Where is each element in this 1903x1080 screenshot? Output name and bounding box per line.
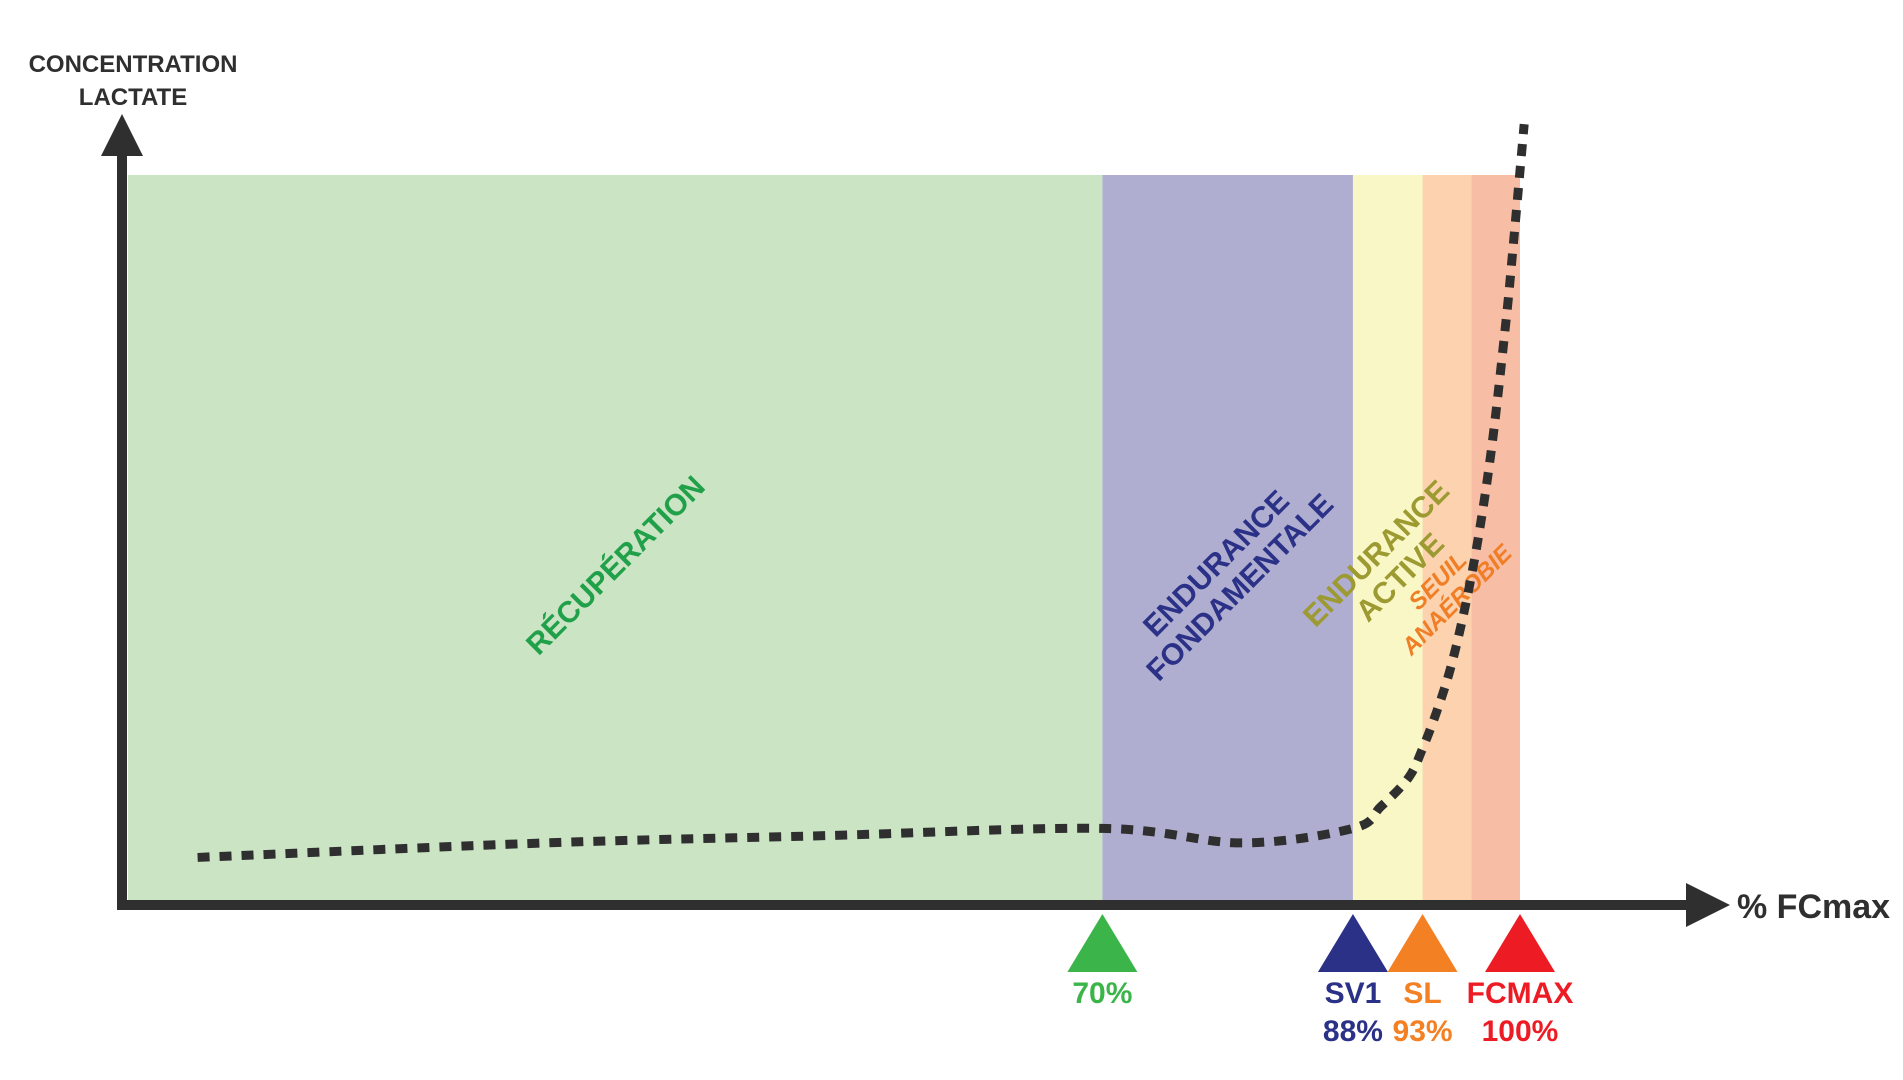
marker-fcmax-triangle-icon	[1485, 914, 1555, 972]
y-axis-title-line: LACTATE	[79, 84, 187, 111]
marker-fcmax-label: 100%	[1482, 1015, 1559, 1048]
y-axis-title-line: CONCENTRATION	[29, 51, 238, 78]
marker-fcmax-label: FCMAX	[1467, 977, 1574, 1010]
marker-70-triangle-icon	[1067, 914, 1138, 972]
marker-70-label: 70%	[1072, 977, 1132, 1010]
x-axis-title: % FCmax	[1737, 888, 1890, 926]
x-axis-arrow-icon	[1686, 883, 1730, 927]
y-axis-arrow-icon	[101, 114, 143, 156]
marker-sv1-triangle-icon	[1317, 914, 1388, 972]
axes	[101, 114, 1730, 927]
zone-recuperation	[128, 175, 1103, 901]
marker-sv1-label: SV1	[1325, 977, 1382, 1010]
threshold-markers: 70% SV1 88% SL 93% FCMAX 100%	[1067, 914, 1573, 1048]
zone-seuil-anaerobie	[1422, 175, 1472, 901]
marker-sl-label: SL	[1403, 977, 1441, 1010]
y-axis-title: CONCENTRATION LACTATE	[29, 51, 238, 111]
lactate-curve	[197, 123, 1529, 862]
marker-sl-triangle-icon	[1387, 914, 1458, 972]
marker-sv1-label: 88%	[1323, 1015, 1383, 1048]
marker-sl-label: 93%	[1393, 1015, 1453, 1048]
zone-endurance-fondamentale	[1102, 175, 1353, 901]
